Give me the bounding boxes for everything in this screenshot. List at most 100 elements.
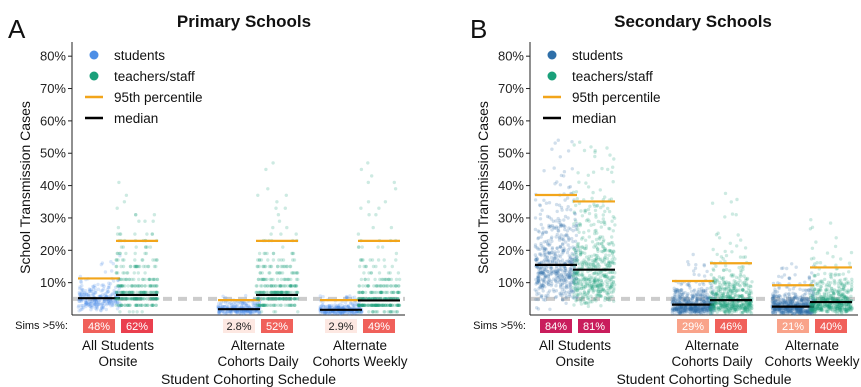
- students-point: [556, 216, 560, 221]
- staff-point: [265, 297, 269, 301]
- students-point: [117, 304, 122, 309]
- staff-point: [148, 284, 153, 288]
- staff-point: [154, 303, 158, 307]
- staff-point: [277, 219, 282, 223]
- staff-point: [128, 290, 132, 295]
- students-point: [235, 310, 239, 315]
- students-point: [783, 307, 788, 311]
- staff-point: [286, 277, 290, 282]
- panel-title: Secondary Schools: [614, 12, 772, 31]
- students-point: [700, 311, 704, 315]
- students-point: [91, 293, 96, 297]
- staff-point: [276, 290, 280, 295]
- students-point: [705, 300, 709, 304]
- students-point: [109, 260, 113, 264]
- staff-point: [150, 277, 155, 282]
- staff-point: [281, 297, 285, 301]
- students-point: [94, 289, 98, 293]
- staff-point: [154, 290, 158, 295]
- students-point: [560, 282, 564, 287]
- staff-point: [599, 205, 603, 210]
- staff-point: [841, 272, 845, 276]
- staff-point: [734, 213, 738, 217]
- staff-point: [271, 297, 275, 301]
- staff-point: [273, 290, 278, 295]
- staff-point: [273, 290, 277, 295]
- staff-point: [829, 276, 834, 280]
- staff-point: [374, 303, 378, 307]
- staff-point: [118, 251, 122, 256]
- staff-point: [600, 259, 605, 263]
- y-axis-title: School Transmission Cases: [17, 101, 33, 274]
- students-point: [101, 287, 106, 291]
- students-point: [566, 205, 570, 209]
- staff-point: [589, 145, 593, 149]
- staff-point: [386, 290, 390, 295]
- staff-point: [597, 236, 601, 240]
- category-label-line2: Onsite: [98, 354, 137, 369]
- staff-point: [596, 262, 601, 267]
- students-point: [538, 217, 543, 221]
- staff-point: [601, 213, 605, 217]
- students-point: [223, 305, 227, 309]
- staff-point: [139, 290, 143, 295]
- students-point: [803, 280, 807, 284]
- staff-point: [290, 271, 294, 275]
- staff-point: [139, 303, 143, 307]
- staff-point: [143, 303, 147, 307]
- students-point: [107, 302, 112, 306]
- students-point: [217, 309, 221, 314]
- staff-point: [730, 250, 734, 254]
- staff-point: [824, 284, 829, 288]
- staff-point: [269, 264, 274, 269]
- staff-point: [367, 303, 372, 307]
- students-sims-badge: [223, 319, 255, 333]
- staff-point: [610, 235, 614, 239]
- staff-point: [143, 251, 147, 256]
- students-point: [88, 304, 92, 308]
- staff-points: [114, 180, 160, 314]
- staff-point: [148, 290, 152, 295]
- students-point: [87, 300, 91, 305]
- staff-point: [262, 303, 266, 307]
- staff-point: [130, 297, 134, 301]
- students-point: [559, 205, 564, 210]
- staff-point: [279, 232, 283, 236]
- students-point: [106, 290, 110, 294]
- staff-point: [128, 303, 132, 307]
- students-point: [116, 303, 121, 308]
- students-point: [118, 254, 122, 258]
- students-point: [101, 288, 105, 293]
- staff-point: [255, 297, 260, 301]
- students-point: [96, 302, 100, 307]
- students-point: [112, 288, 116, 293]
- staff-point: [126, 303, 130, 307]
- staff-point: [294, 284, 298, 288]
- staff-point: [389, 284, 393, 288]
- students-point: [113, 290, 117, 294]
- students-point: [564, 240, 568, 244]
- staff-point: [292, 258, 297, 262]
- students-point: [533, 245, 538, 249]
- staff-point: [603, 209, 607, 214]
- staff-point: [262, 277, 266, 282]
- staff-point: [135, 297, 140, 301]
- students-point: [101, 307, 105, 311]
- students-point: [554, 295, 559, 299]
- students-point: [553, 182, 557, 186]
- staff-point: [710, 201, 715, 205]
- staff-point: [130, 297, 135, 301]
- staff-point: [153, 284, 157, 288]
- staff-point: [274, 206, 278, 210]
- students-point: [546, 239, 551, 243]
- staff-point: [572, 143, 576, 147]
- students-point: [541, 271, 545, 275]
- students-point: [547, 201, 552, 205]
- staff-point: [115, 206, 119, 210]
- students-point: [237, 301, 241, 306]
- staff-point: [279, 303, 283, 307]
- students-point: [257, 309, 262, 314]
- staff-point: [596, 219, 601, 224]
- staff-point: [575, 197, 579, 201]
- students-point: [77, 299, 81, 303]
